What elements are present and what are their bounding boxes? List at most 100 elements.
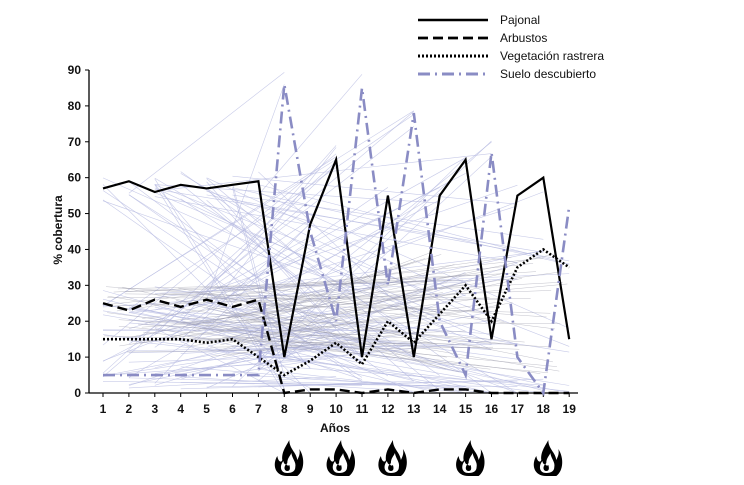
x-tick-label: 9 <box>307 402 314 416</box>
x-tick-label: 19 <box>563 402 577 416</box>
simulation-line <box>180 262 518 380</box>
simulation-line <box>206 178 389 332</box>
simulation-line <box>102 184 311 394</box>
simulation-line <box>159 293 427 317</box>
simulation-line <box>154 286 570 353</box>
simulation-line <box>205 258 426 325</box>
y-tick-label: 10 <box>68 350 82 364</box>
simulation-line <box>117 279 464 290</box>
x-tick-label: 17 <box>511 402 525 416</box>
simulation-line <box>113 274 487 293</box>
simulation-lines <box>102 72 570 394</box>
simulation-line <box>206 343 311 389</box>
legend-label: Vegetación rastrera <box>500 49 604 63</box>
simulation-line <box>206 380 518 388</box>
simulation-line <box>128 72 285 194</box>
x-tick-label: 14 <box>433 402 447 416</box>
simulation-line <box>256 310 417 341</box>
simulation-line <box>106 286 547 318</box>
simulation-line <box>116 256 512 312</box>
simulation-line <box>258 74 363 196</box>
fire-core <box>543 464 549 471</box>
simulation-line <box>180 281 466 343</box>
y-tick-label: 30 <box>68 278 82 292</box>
y-tick-label: 70 <box>68 135 82 149</box>
series-line-2 <box>103 247 570 377</box>
simulation-line <box>119 280 417 340</box>
simulation-line <box>232 187 285 391</box>
y-tick-label: 0 <box>74 386 81 400</box>
simulation-line <box>154 340 492 374</box>
simulation-line <box>232 198 492 326</box>
x-tick-label: 13 <box>407 402 421 416</box>
simulation-line <box>250 285 505 322</box>
simulation-line <box>142 268 506 319</box>
simulation-line <box>154 184 518 311</box>
simulation-line <box>102 329 337 331</box>
x-tick-label: 5 <box>203 402 210 416</box>
y-ticks: 0 10 20 30 40 50 60 70 80 90 <box>68 63 89 400</box>
series-line-1 <box>102 298 570 395</box>
fire-icon <box>456 440 485 476</box>
simulation-line <box>206 126 414 287</box>
simulation-line <box>102 177 492 351</box>
simulation-line <box>180 187 440 316</box>
x-tick-label: 8 <box>281 402 288 416</box>
simulation-line <box>128 355 337 363</box>
simulation-line <box>206 157 466 302</box>
simulation-line <box>125 280 452 293</box>
simulation-line <box>141 306 437 328</box>
simulation-line <box>258 171 389 295</box>
simulation-line <box>154 184 570 347</box>
simulation-line <box>118 319 550 348</box>
simulation-line <box>223 311 517 346</box>
legend-label: Pajonal <box>500 13 540 27</box>
simulation-line <box>206 194 570 262</box>
fire-core <box>388 464 394 471</box>
simulation-line <box>258 364 544 386</box>
y-tick-label: 20 <box>68 314 82 328</box>
y-tick-label: 40 <box>68 242 82 256</box>
y-tick-label: 60 <box>68 171 82 185</box>
simulation-line <box>102 359 311 376</box>
x-tick-label: 16 <box>485 402 499 416</box>
fire-icon <box>326 440 356 476</box>
simulation-line <box>102 334 544 394</box>
fire-icon <box>533 440 563 476</box>
y-tick-label: 50 <box>68 207 82 221</box>
fire-core <box>284 464 290 471</box>
simulation-line <box>104 335 520 350</box>
simulation-line <box>232 194 544 240</box>
fire-icons <box>274 440 563 476</box>
simulation-line <box>258 184 570 265</box>
series-line-3 <box>103 84 571 397</box>
simulation-line <box>180 223 311 340</box>
x-tick-label: 6 <box>229 402 236 416</box>
simulation-line <box>239 320 525 343</box>
simulation-line <box>218 264 455 333</box>
simulation-line <box>258 315 337 381</box>
simulation-line <box>122 286 417 353</box>
simulation-line <box>139 253 555 344</box>
simulation-line <box>143 331 549 374</box>
x-tick-label: 18 <box>537 402 551 416</box>
simulation-line <box>145 283 568 324</box>
simulation-line <box>102 199 363 382</box>
simulation-line <box>112 290 552 307</box>
fire-icon <box>274 440 304 476</box>
simulation-line <box>102 156 337 307</box>
simulation-line <box>206 84 285 300</box>
simulation-line <box>228 273 501 338</box>
simulation-line <box>211 332 418 357</box>
simulation-line <box>206 181 337 328</box>
simulation-line <box>107 312 447 358</box>
simulation-line <box>258 156 466 360</box>
series-line-0 <box>102 155 571 358</box>
simulation-line <box>193 326 541 374</box>
legend-label: Suelo descubierto <box>500 67 596 81</box>
x-tick-label: 3 <box>151 402 158 416</box>
simulation-line <box>206 293 447 370</box>
simulation-line <box>128 181 363 358</box>
simulation-line <box>138 323 480 347</box>
